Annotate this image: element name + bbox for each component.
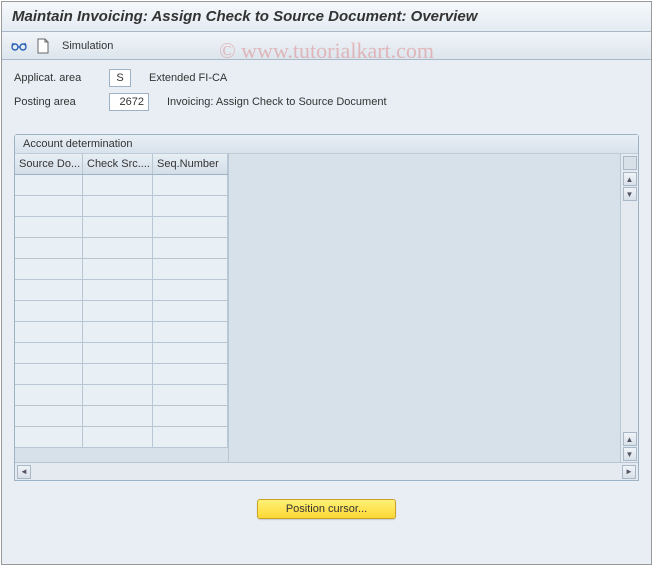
table-row[interactable] (15, 406, 228, 427)
applicat-area-input[interactable]: S (109, 69, 131, 87)
posting-area-label: Posting area (14, 96, 109, 108)
table-cell[interactable] (153, 385, 228, 405)
position-cursor-button[interactable]: Position cursor... (257, 499, 396, 519)
table-cell[interactable] (15, 196, 83, 216)
applicat-area-desc: Extended FI-CA (149, 72, 227, 84)
table-cell[interactable] (15, 175, 83, 195)
table-cell[interactable] (153, 322, 228, 342)
posting-area-desc: Invoicing: Assign Check to Source Docume… (167, 96, 387, 108)
table-cell[interactable] (153, 343, 228, 363)
table-cell[interactable] (83, 196, 153, 216)
table-row[interactable] (15, 196, 228, 217)
scroll-up-button[interactable]: ▲ (623, 172, 637, 186)
table-cell[interactable] (153, 238, 228, 258)
table-cell[interactable] (83, 238, 153, 258)
table-cell[interactable] (83, 217, 153, 237)
table-cell[interactable] (153, 364, 228, 384)
vertical-scrollbar: ▲ ▼ ▲ ▼ (620, 154, 638, 462)
h-scroll-track[interactable] (33, 465, 620, 479)
table-cell[interactable] (153, 217, 228, 237)
table-main: Source Do... Check Src.... Seq.Number (15, 154, 228, 462)
scroll-down-button[interactable]: ▼ (623, 187, 637, 201)
table-row[interactable] (15, 322, 228, 343)
table-cell[interactable] (83, 175, 153, 195)
table-body (15, 175, 228, 448)
table-cell[interactable] (15, 406, 83, 426)
scroll-right-button[interactable]: ► (622, 465, 636, 479)
page-title: Maintain Invoicing: Assign Check to Sour… (12, 8, 477, 25)
scroll-left-button[interactable]: ◄ (17, 465, 31, 479)
table-row[interactable] (15, 364, 228, 385)
table-empty-space (228, 154, 620, 462)
applicat-area-label: Applicat. area (14, 72, 109, 84)
table-row[interactable] (15, 175, 228, 196)
table-row[interactable] (15, 259, 228, 280)
toolbar: Simulation (2, 32, 651, 60)
table-cell[interactable] (83, 280, 153, 300)
app-window: Maintain Invoicing: Assign Check to Sour… (1, 1, 652, 565)
table-cell[interactable] (83, 259, 153, 279)
table-cell[interactable] (15, 385, 83, 405)
table-cell[interactable] (83, 364, 153, 384)
account-determination-panel: Account determination Source Do... Check… (14, 134, 639, 481)
table-cell[interactable] (153, 280, 228, 300)
table-cell[interactable] (15, 427, 83, 447)
table-row[interactable] (15, 385, 228, 406)
scroll-track[interactable] (623, 202, 637, 432)
scroll-up-button-2[interactable]: ▲ (623, 432, 637, 446)
table-cell[interactable] (153, 175, 228, 195)
table-cell[interactable] (15, 343, 83, 363)
horizontal-scrollbar: ◄ ► (15, 462, 638, 480)
table-cell[interactable] (15, 217, 83, 237)
bottom-button-area: Position cursor... (2, 481, 651, 537)
table-cell[interactable] (15, 301, 83, 321)
table-row[interactable] (15, 343, 228, 364)
col-header-source-do[interactable]: Source Do... (15, 154, 83, 174)
table-cell[interactable] (15, 364, 83, 384)
panel-title: Account determination (15, 135, 638, 154)
scroll-corner-box (623, 156, 637, 170)
table-cell[interactable] (83, 301, 153, 321)
table-cell[interactable] (15, 259, 83, 279)
posting-area-row: Posting area 2672 Invoicing: Assign Chec… (14, 92, 639, 112)
table-cell[interactable] (83, 427, 153, 447)
table-cell[interactable] (153, 301, 228, 321)
table-area: Source Do... Check Src.... Seq.Number ▲ … (15, 154, 638, 462)
applicat-area-row: Applicat. area S Extended FI-CA (14, 68, 639, 88)
table-cell[interactable] (153, 406, 228, 426)
table-cell[interactable] (83, 385, 153, 405)
table-row[interactable] (15, 427, 228, 448)
col-header-check-src[interactable]: Check Src.... (83, 154, 153, 174)
table-cell[interactable] (153, 259, 228, 279)
form-area: Applicat. area S Extended FI-CA Posting … (2, 60, 651, 124)
table-cell[interactable] (83, 406, 153, 426)
table-row[interactable] (15, 238, 228, 259)
table-cell[interactable] (83, 322, 153, 342)
col-header-seq-number[interactable]: Seq.Number (153, 154, 228, 174)
table-cell[interactable] (83, 343, 153, 363)
table-header-row: Source Do... Check Src.... Seq.Number (15, 154, 228, 175)
table-row[interactable] (15, 280, 228, 301)
simulation-button[interactable]: Simulation (62, 40, 113, 52)
scroll-down-button-2[interactable]: ▼ (623, 447, 637, 461)
table-row[interactable] (15, 301, 228, 322)
glasses-icon[interactable] (10, 37, 28, 55)
posting-area-input[interactable]: 2672 (109, 93, 149, 111)
title-bar: Maintain Invoicing: Assign Check to Sour… (2, 2, 651, 32)
table-cell[interactable] (15, 322, 83, 342)
table-cell[interactable] (15, 280, 83, 300)
table-cell[interactable] (153, 427, 228, 447)
table-cell[interactable] (15, 238, 83, 258)
table-cell[interactable] (153, 196, 228, 216)
new-document-icon[interactable] (34, 37, 52, 55)
table-row[interactable] (15, 217, 228, 238)
